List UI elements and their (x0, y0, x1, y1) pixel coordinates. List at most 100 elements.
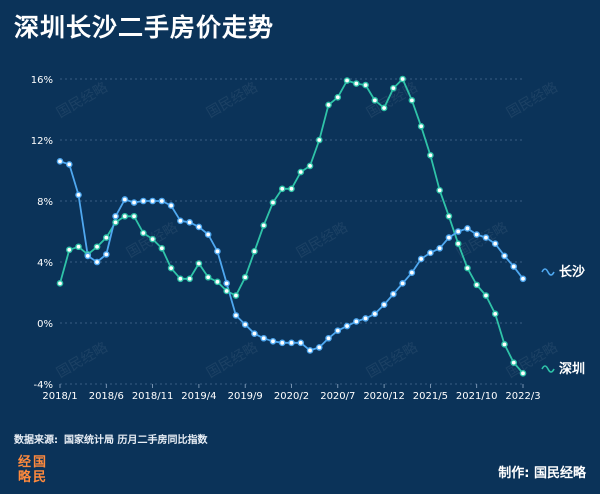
data-point-深圳 (353, 80, 360, 87)
legend-marker (541, 268, 555, 276)
data-point-长沙 (149, 197, 156, 205)
data-point-深圳 (325, 101, 332, 109)
data-point-深圳 (204, 273, 212, 281)
data-point-长沙 (186, 219, 193, 226)
data-point-长沙 (56, 158, 64, 165)
data-point-深圳 (334, 94, 342, 101)
data-point-长沙 (158, 197, 166, 205)
data-point-深圳 (380, 104, 388, 112)
data-point-长沙 (269, 337, 277, 345)
watermark-text: 国民经略 (504, 80, 560, 122)
data-point-长沙 (343, 322, 351, 330)
data-point-深圳 (251, 248, 258, 255)
logo-char: 国 (32, 455, 46, 470)
x-tick-label: 2018/11 (132, 391, 174, 402)
logo-char: 略 (17, 470, 31, 485)
data-point-深圳 (140, 229, 147, 237)
legend: 深圳长沙 (541, 264, 585, 377)
data-point-深圳 (390, 84, 397, 92)
data-point-深圳 (149, 235, 156, 243)
data-point-深圳 (177, 275, 184, 283)
data-point-深圳 (343, 77, 351, 84)
y-tick-label: 4% (37, 258, 53, 269)
data-point-长沙 (130, 199, 138, 206)
data-point-长沙 (241, 321, 249, 328)
data-point-长沙 (454, 228, 462, 235)
data-point-深圳 (121, 212, 129, 220)
x-tick-label: 2018/6 (89, 391, 124, 402)
source-label: 数据来源: (14, 435, 58, 446)
data-point-长沙 (390, 290, 397, 298)
legend-marker (541, 365, 555, 373)
data-point-深圳 (232, 292, 240, 299)
data-point-深圳 (223, 287, 230, 295)
data-point-深圳 (315, 136, 323, 144)
data-point-深圳 (130, 212, 138, 220)
data-point-长沙 (436, 244, 443, 252)
data-point-长沙 (112, 212, 119, 220)
data-point-深圳 (519, 370, 527, 377)
data-point-长沙 (177, 217, 184, 225)
data-point-长沙 (260, 334, 268, 342)
data-point-深圳 (75, 243, 82, 251)
grid-lines (60, 78, 523, 385)
data-point-深圳 (362, 81, 369, 89)
watermark-text: 国民经略 (204, 80, 260, 122)
data-point-长沙 (75, 191, 82, 199)
data-point-长沙 (140, 197, 147, 205)
watermark-text: 国民经略 (54, 340, 110, 382)
data-point-长沙 (464, 225, 471, 232)
data-point-深圳 (297, 168, 305, 176)
source-value: 国家统计局 历月二手房同比指数 (64, 435, 208, 446)
brand-logo: 经 国 略 民 (17, 455, 47, 485)
data-point-深圳 (195, 260, 203, 267)
data-point-长沙 (297, 339, 305, 347)
x-tick-label: 2020/2 (274, 391, 309, 402)
data-point-深圳 (269, 199, 277, 206)
data-point-长沙 (121, 196, 129, 203)
x-tick-label: 2020/12 (363, 391, 405, 402)
data-point-长沙 (353, 318, 360, 325)
data-point-深圳 (408, 97, 416, 104)
data-point-深圳 (241, 273, 249, 281)
watermark-text: 国民经略 (54, 80, 110, 122)
logo-char: 经 (17, 455, 31, 470)
data-point-长沙 (84, 252, 92, 260)
data-point-深圳 (158, 244, 166, 252)
data-point-深圳 (427, 151, 434, 159)
data-point-长沙 (278, 339, 286, 347)
legend-label: 长沙 (559, 264, 585, 280)
data-point-长沙 (251, 330, 258, 337)
data-point-深圳 (260, 222, 268, 229)
x-tick-label: 2020/7 (320, 391, 355, 402)
data-point-长沙 (232, 312, 240, 319)
data-point-长沙 (103, 251, 110, 258)
data-point-深圳 (371, 97, 379, 104)
data-point-深圳 (288, 185, 295, 193)
x-tick-label: 2021/10 (456, 391, 498, 402)
data-point-长沙 (93, 258, 101, 266)
watermark-text: 国民经略 (204, 340, 260, 382)
data-point-深圳 (436, 187, 443, 194)
data-point-深圳 (112, 219, 119, 226)
data-point-长沙 (214, 248, 221, 255)
data-point-深圳 (306, 162, 314, 170)
data-point-长沙 (223, 280, 230, 287)
data-point-深圳 (417, 122, 425, 130)
data-point-长沙 (510, 263, 518, 270)
x-tick-label: 2018/1 (42, 391, 77, 402)
series-layer (56, 75, 527, 377)
data-point-长沙 (195, 223, 203, 231)
data-point-深圳 (491, 310, 499, 318)
credit-text: 制作: 国民经略 (498, 466, 586, 481)
data-point-深圳 (93, 243, 101, 251)
data-point-长沙 (362, 315, 369, 322)
data-point-深圳 (65, 246, 73, 254)
data-point-长沙 (427, 249, 434, 257)
x-tick-label: 2019/9 (228, 391, 263, 402)
data-source: 数据来源: 国家统计局 历月二手房同比指数 (14, 431, 207, 446)
data-point-长沙 (288, 339, 295, 347)
x-axis-ticks: 2018/1 2018/6 2018/11 2019/4 2019/9 2020/2 202… (42, 384, 541, 402)
y-tick-label: 8% (37, 197, 53, 208)
